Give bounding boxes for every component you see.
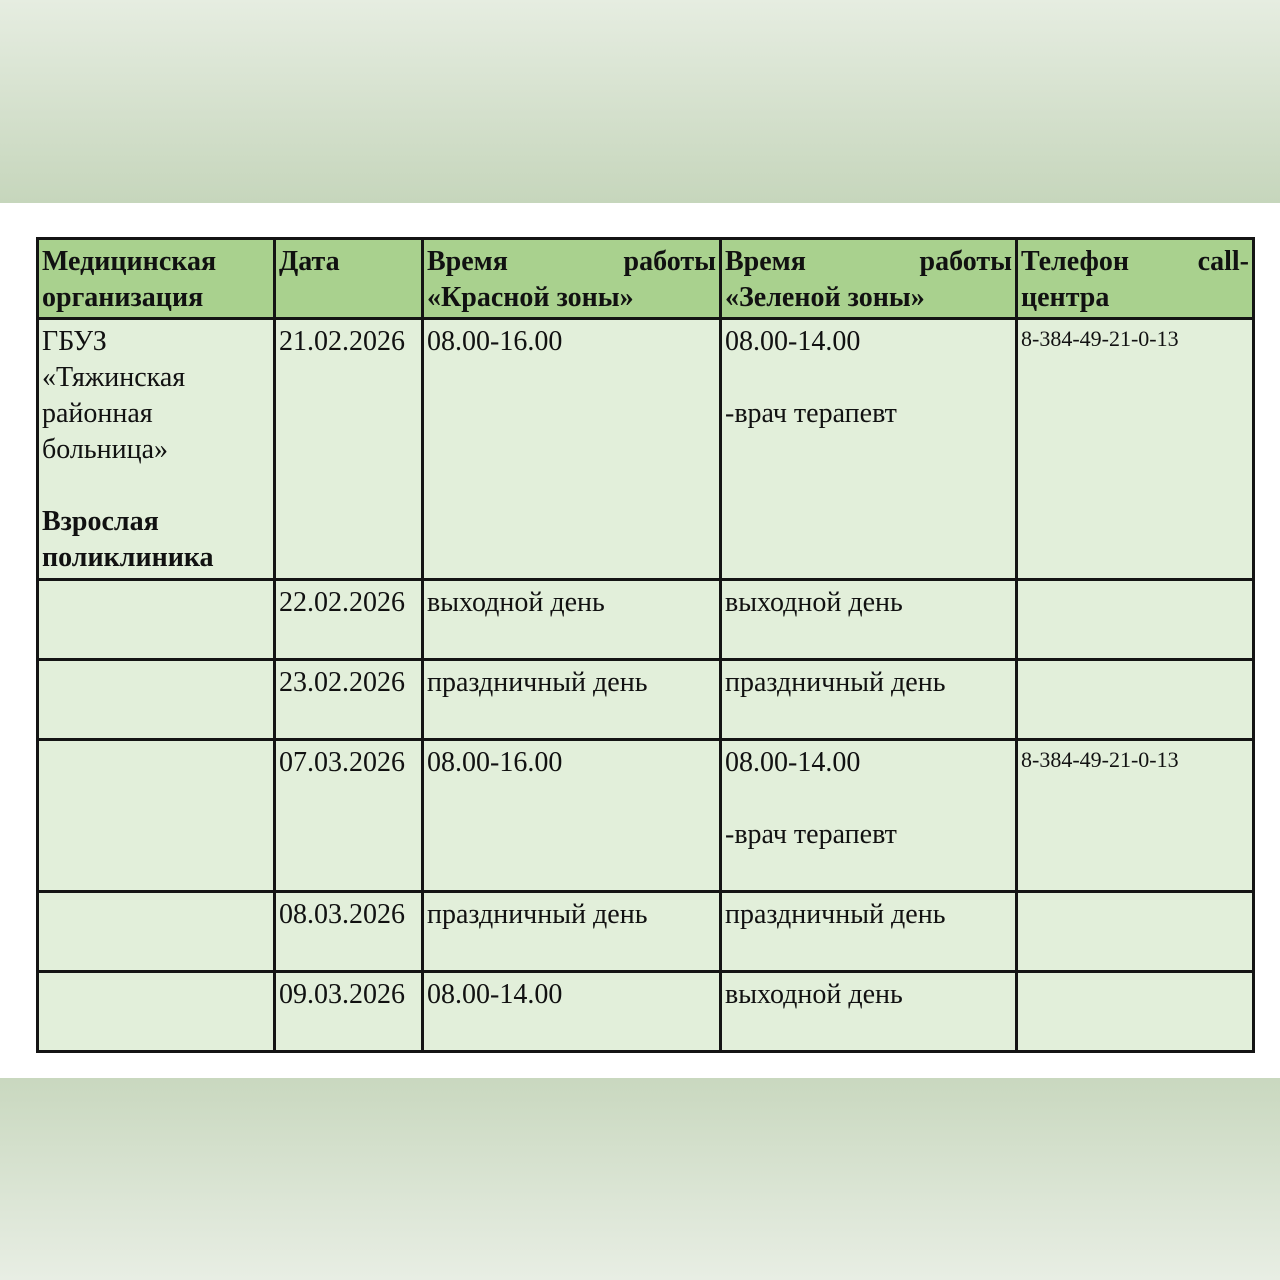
header-phone: Телефон call-центра <box>1015 237 1255 320</box>
org-line: «Тяжинская <box>42 362 186 393</box>
date-cell: 09.03.2026 <box>273 970 424 1053</box>
org-line: ГБУЗ <box>42 326 107 357</box>
header-green-zone: Время работы «Зеленой зоны» <box>719 237 1018 320</box>
date-cell: 08.03.2026 <box>273 890 424 973</box>
date-cell: 22.02.2026 <box>273 578 424 661</box>
red-zone-cell: 08.00-16.00 <box>421 317 722 581</box>
schedule-table: Медицинская организация Дата Время работ… <box>36 237 1255 1053</box>
org-line: больница» <box>42 434 168 465</box>
table-header-row: Медицинская организация Дата Время работ… <box>36 237 1255 320</box>
header-organization: Медицинская организация <box>36 237 276 320</box>
red-zone-cell: 08.00-14.00 <box>421 970 722 1053</box>
red-zone-cell: праздничный день <box>421 658 722 741</box>
organization-cell <box>36 738 276 893</box>
header-red-zone: Время работы «Красной зоны» <box>421 237 722 320</box>
green-time: 08.00-14.00 <box>725 747 861 778</box>
phone-cell: 8-384-49-21-0-13 <box>1015 738 1255 893</box>
red-zone-cell: выходной день <box>421 578 722 661</box>
table-row: ГБУЗ «Тяжинская районная больница» Взрос… <box>36 317 1255 581</box>
date-cell: 23.02.2026 <box>273 658 424 741</box>
red-zone-cell: 08.00-16.00 <box>421 738 722 893</box>
green-zone-cell: праздничный день <box>719 658 1018 741</box>
green-time: 08.00-14.00 <box>725 326 861 357</box>
department-name: Взрослая поликлиника <box>42 506 214 573</box>
organization-cell: ГБУЗ «Тяжинская районная больница» Взрос… <box>36 317 276 581</box>
phone-cell <box>1015 970 1255 1053</box>
green-note: -врач терапевт <box>725 398 897 429</box>
table-row: 07.03.2026 08.00-16.00 08.00-14.00 -врач … <box>36 738 1255 893</box>
organization-cell <box>36 890 276 973</box>
green-zone-cell: праздничный день <box>719 890 1018 973</box>
header-date: Дата <box>273 237 424 320</box>
phone-cell: 8-384-49-21-0-13 <box>1015 317 1255 581</box>
green-note: -врач терапевт <box>725 819 897 850</box>
organization-cell <box>36 658 276 741</box>
phone-cell <box>1015 578 1255 661</box>
org-line: районная <box>42 398 153 429</box>
table-row: 09.03.2026 08.00-14.00 выходной день <box>36 970 1255 1053</box>
phone-cell <box>1015 890 1255 973</box>
table-row: 23.02.2026 праздничный день праздничный … <box>36 658 1255 741</box>
green-zone-cell: выходной день <box>719 970 1018 1053</box>
phone-cell <box>1015 658 1255 741</box>
bottom-background-band <box>0 1078 1280 1280</box>
organization-cell <box>36 578 276 661</box>
date-cell: 07.03.2026 <box>273 738 424 893</box>
green-zone-cell: 08.00-14.00 -врач терапевт <box>719 738 1018 893</box>
table-row: 08.03.2026 праздничный день праздничный … <box>36 890 1255 973</box>
organization-cell <box>36 970 276 1053</box>
red-zone-cell: праздничный день <box>421 890 722 973</box>
green-zone-cell: выходной день <box>719 578 1018 661</box>
top-background-band <box>0 0 1280 203</box>
green-zone-cell: 08.00-14.00 -врач терапевт <box>719 317 1018 581</box>
date-cell: 21.02.2026 <box>273 317 424 581</box>
table-row: 22.02.2026 выходной день выходной день <box>36 578 1255 661</box>
